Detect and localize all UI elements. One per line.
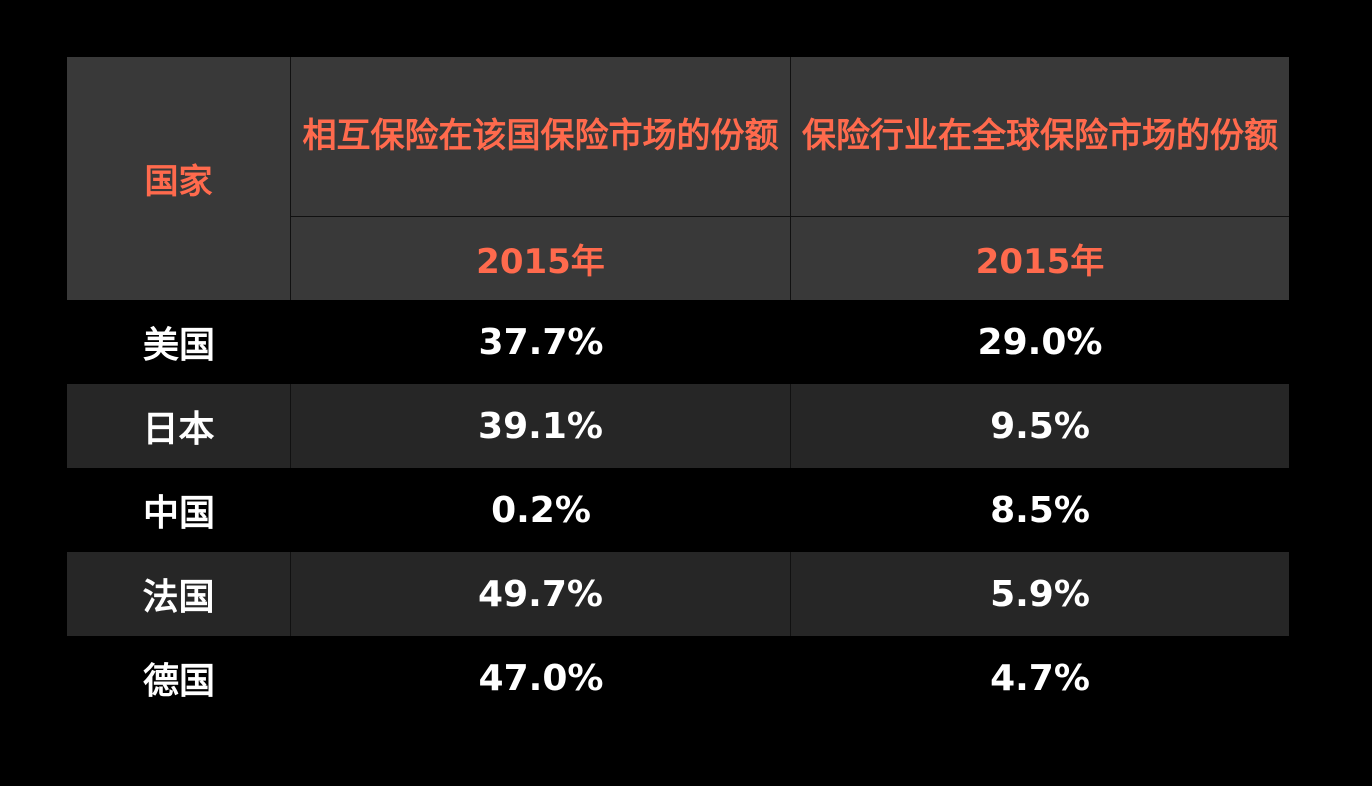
header-col2-title-line1: 保险行业在全球	[802, 116, 1040, 157]
row-country-cell: 日本	[67, 384, 291, 468]
header-col2-year: 2015年	[975, 242, 1105, 282]
row-country-cell: 中国	[142, 493, 215, 534]
header-col1-title-line1: 相互保险在该国	[302, 116, 541, 157]
row-country-cell: 美国	[142, 325, 215, 366]
row-value-col1-cell: 0.2%	[491, 489, 591, 531]
row-value-col1-cell: 47.0%	[478, 657, 604, 699]
row-value-col2-cell: 8.5%	[990, 489, 1090, 531]
table-body: 美国 37.7% 29.0% 日本 39.1% 9.5% 中国 0.2% 8.5% 法国 49.7%…	[67, 300, 1289, 720]
row-value-col2-cell: 5.9%	[990, 573, 1090, 615]
header-col1-title-line2: 保险市场的份额	[540, 116, 779, 157]
row-value-col1-cell: 39.1%	[291, 384, 791, 468]
row-value-col1-cell: 37.7%	[478, 321, 604, 363]
table-header: 国家 相互保险在该国 保险市场的份额 保险行业在全球 保险市场的份额 2015年…	[67, 57, 1289, 300]
header-country: 国家	[67, 57, 291, 300]
row-value-col2-cell: 9.5%	[990, 405, 1090, 447]
row-country-cell: 法国	[67, 552, 291, 636]
row-value-col1-cell: 49.7%	[291, 552, 791, 636]
table-row: 日本 39.1% 9.5%	[67, 384, 1289, 468]
header-col1-title: 相互保险在该国 保险市场的份额	[291, 57, 791, 217]
row-value-col2-cell: 29.0%	[977, 321, 1103, 363]
table-row: 法国 49.7% 5.9%	[67, 552, 1289, 636]
data-table: 国家 相互保险在该国 保险市场的份额 保险行业在全球 保险市场的份额 2015年…	[67, 57, 1289, 720]
table-row: 中国 0.2% 8.5%	[67, 468, 1289, 552]
table-row: 美国 37.7% 29.0%	[67, 300, 1289, 384]
table-row: 德国 47.0% 4.7%	[67, 636, 1289, 720]
row-value-col2-cell: 4.7%	[990, 657, 1090, 699]
header-col2-title: 保险行业在全球 保险市场的份额	[791, 57, 1289, 217]
header-col1-year: 2015年	[291, 217, 791, 300]
row-country-cell: 德国	[142, 661, 215, 702]
header-col2-title-line2: 保险市场的份额	[1040, 116, 1278, 157]
